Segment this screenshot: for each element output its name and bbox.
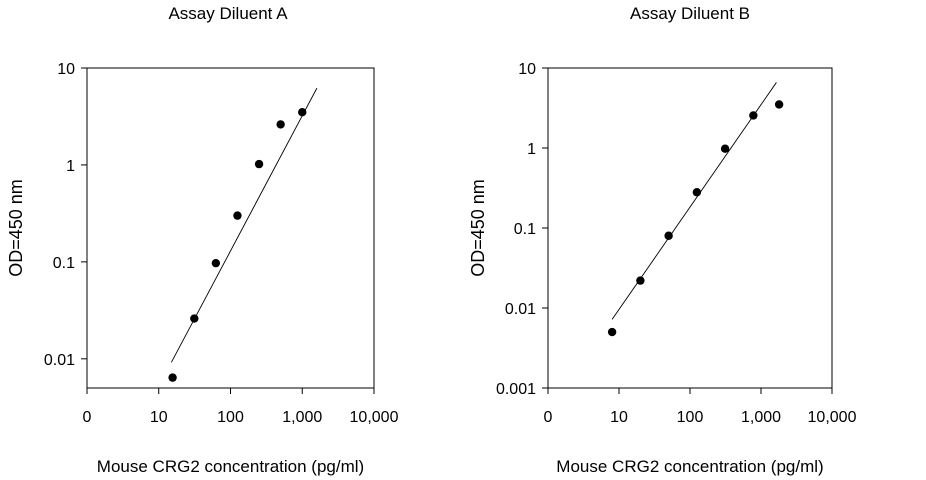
y-axis-label: OD=450 nm bbox=[6, 179, 26, 277]
data-point bbox=[168, 373, 177, 382]
x-tick-label: 10,000 bbox=[808, 409, 857, 426]
x-tick-label: 10 bbox=[610, 409, 628, 426]
x-axis-label: Mouse CRG2 concentration (pg/ml) bbox=[556, 457, 823, 476]
data-point bbox=[749, 111, 758, 120]
data-point bbox=[692, 188, 702, 197]
y-tick-label: 10 bbox=[57, 61, 75, 78]
y-tick-label: 10 bbox=[518, 61, 536, 78]
data-point bbox=[233, 211, 242, 220]
data-point bbox=[720, 144, 730, 153]
data-point bbox=[276, 120, 285, 129]
chart-title: Assay Diluent A bbox=[168, 4, 288, 23]
y-tick-label: 1 bbox=[527, 141, 536, 158]
y-tick-label: 1 bbox=[66, 158, 75, 175]
chart-title: Assay Diluent B bbox=[630, 4, 750, 23]
y-tick-label: 0.001 bbox=[496, 381, 536, 398]
x-tick-label: 0 bbox=[544, 409, 553, 426]
x-tick-label: 1,000 bbox=[741, 409, 781, 426]
y-tick-label: 0.1 bbox=[53, 255, 75, 272]
y-tick-label: 0.1 bbox=[514, 221, 536, 238]
x-tick-label: 10,000 bbox=[350, 409, 399, 426]
data-point bbox=[774, 100, 784, 109]
data-point bbox=[298, 107, 307, 117]
data-point bbox=[607, 327, 617, 337]
data-point bbox=[636, 276, 645, 285]
data-point bbox=[211, 258, 221, 268]
data-point bbox=[664, 231, 673, 240]
x-tick-label: 10 bbox=[150, 409, 168, 426]
data-point bbox=[254, 159, 264, 169]
plot-frame bbox=[547, 67, 833, 389]
x-tick-label: 100 bbox=[677, 409, 704, 426]
x-tick-label: 0 bbox=[83, 409, 92, 426]
x-tick-label: 100 bbox=[217, 409, 244, 426]
data-point bbox=[190, 314, 199, 323]
x-axis-label: Mouse CRG2 concentration (pg/ml) bbox=[97, 457, 364, 476]
y-axis-label: OD=450 nm bbox=[468, 179, 488, 277]
y-tick-label: 0.01 bbox=[505, 301, 536, 318]
plot-frame bbox=[86, 67, 375, 389]
y-tick-label: 0.01 bbox=[44, 352, 75, 369]
x-tick-label: 1,000 bbox=[282, 409, 322, 426]
